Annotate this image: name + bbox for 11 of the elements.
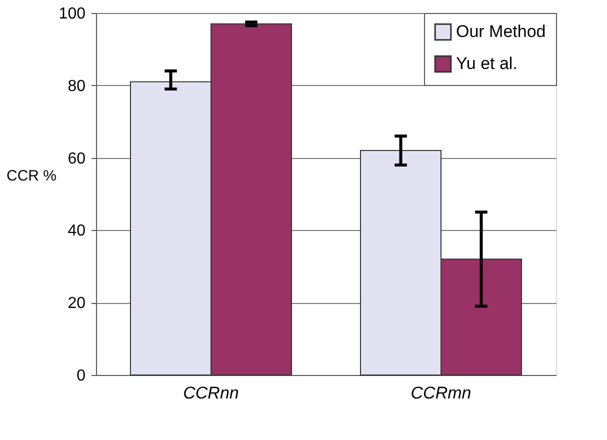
y-tick-label: 60 bbox=[68, 150, 86, 168]
legend-label: Yu et al. bbox=[456, 54, 518, 73]
x-tick-label: CCRnn bbox=[183, 384, 239, 402]
y-tick-label: 20 bbox=[68, 295, 86, 312]
y-tick-label: 0 bbox=[76, 368, 86, 384]
y-tick-label: 40 bbox=[68, 222, 86, 240]
x-tick-label: CCRmn bbox=[410, 384, 472, 402]
y-tick-label: 100 bbox=[58, 6, 86, 22]
legend-label: Our Method bbox=[456, 22, 546, 41]
y-axis-title: CCR % bbox=[6, 168, 56, 184]
y-tick-label: 80 bbox=[68, 78, 86, 95]
